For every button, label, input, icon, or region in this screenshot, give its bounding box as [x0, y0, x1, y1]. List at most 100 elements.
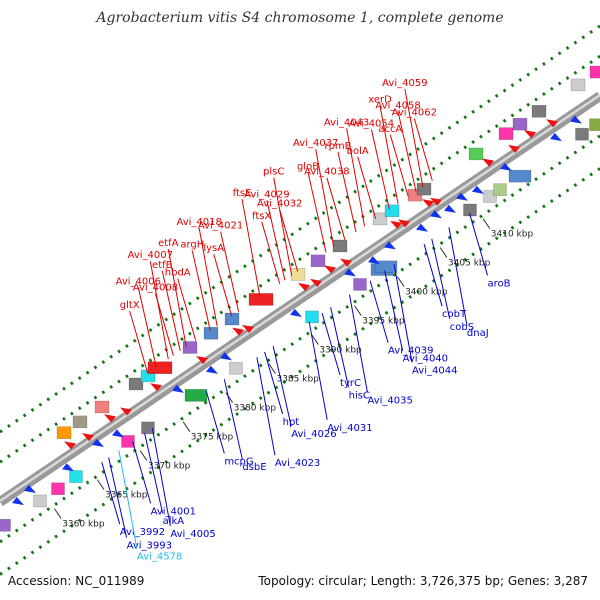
- label-leader-line: [223, 379, 243, 460]
- gene-label[interactable]: aroB: [487, 278, 510, 289]
- gene-features: [0, 65, 600, 532]
- gene-label[interactable]: Avi_4032: [257, 199, 302, 210]
- strand-dot-rows: [0, 24, 600, 576]
- reverse-gene-box-6: [184, 389, 208, 402]
- forward-gene-box-12: [332, 239, 348, 253]
- tick-label: 3410 kbp: [491, 230, 534, 240]
- forward-arrow-19: [546, 119, 558, 128]
- gene-label[interactable]: Avi_4007: [128, 250, 173, 261]
- gene-label[interactable]: etfB: [152, 260, 173, 271]
- label-leader-line: [198, 228, 218, 327]
- gene-label[interactable]: mcpG: [224, 456, 253, 467]
- reverse-arrow-4: [112, 429, 124, 438]
- gene-label[interactable]: Avi_3993: [127, 540, 172, 551]
- gene-label[interactable]: Avi_4026: [291, 429, 336, 440]
- gene-label[interactable]: etfA: [158, 238, 179, 249]
- gene-label[interactable]: ftsE: [233, 188, 252, 199]
- gene-label[interactable]: dnaJ: [467, 328, 489, 339]
- label-leader-line: [167, 248, 187, 348]
- reverse-arrow-11: [384, 241, 396, 250]
- gene-label[interactable]: Avi_4029: [244, 189, 289, 200]
- gene-label[interactable]: Avi_4039: [388, 346, 433, 357]
- gene-label[interactable]: alkA: [163, 516, 185, 527]
- forward-gene-box-6: [182, 341, 198, 354]
- label-leader-line: [154, 293, 174, 356]
- tick-label: 3405 kbp: [448, 259, 491, 269]
- gene-label[interactable]: argH: [180, 240, 204, 251]
- gene-label[interactable]: Avi_4044: [412, 365, 457, 376]
- gene-label[interactable]: accA: [378, 124, 402, 135]
- label-leader-line: [205, 391, 225, 454]
- tick-label: 3395 kbp: [362, 317, 405, 327]
- gene-label[interactable]: Avi_4001: [151, 506, 196, 517]
- gene-label[interactable]: Avi_3992: [120, 527, 165, 538]
- gene-label[interactable]: Avi_4040: [403, 354, 448, 365]
- forward-gene-box-9: [248, 293, 274, 306]
- label-leader-line: [256, 357, 276, 456]
- label-leader-line: [213, 254, 233, 317]
- gene-label[interactable]: rpmB: [324, 141, 351, 152]
- gene-label[interactable]: hisC: [349, 390, 370, 401]
- label-leader-line: [108, 457, 128, 538]
- gene-label[interactable]: gltX: [120, 300, 140, 311]
- forward-arrow-14: [422, 199, 434, 208]
- label-leader-line: [397, 111, 417, 192]
- gene-label[interactable]: Avi_4035: [367, 396, 412, 407]
- forward-arrow-7: [242, 324, 254, 334]
- gene-label[interactable]: Avi_4059: [382, 78, 427, 89]
- reverse-arrow-1: [24, 484, 36, 494]
- gene-label[interactable]: Avi_4031: [327, 423, 372, 434]
- gene-label[interactable]: hpt: [283, 417, 300, 428]
- gene-label[interactable]: xerD: [368, 95, 392, 106]
- gene-label[interactable]: cobT: [442, 309, 467, 320]
- gene-label[interactable]: Avi_4062: [392, 108, 437, 119]
- tick-label: 3385 kbp: [276, 375, 319, 385]
- gene-label[interactable]: hbdA: [165, 268, 191, 279]
- gene-label[interactable]: dsbE: [242, 462, 266, 473]
- gene-label[interactable]: Avi_4578: [137, 552, 182, 563]
- label-leader-line: [448, 227, 468, 326]
- gene-label[interactable]: Avi_4054: [349, 119, 394, 130]
- label-leader-line: [330, 307, 350, 388]
- reverse-arrow-15: [456, 192, 468, 201]
- gene-label[interactable]: Avi_4043: [324, 117, 369, 128]
- forward-gene-box-0: [56, 426, 72, 439]
- gene-label[interactable]: Avi_4058: [375, 101, 420, 112]
- label-leader-line: [357, 156, 377, 219]
- gene-label[interactable]: gloB: [297, 161, 319, 172]
- label-leader-line: [308, 321, 328, 420]
- gene-label[interactable]: ftsX: [252, 211, 271, 222]
- gene-label[interactable]: Avi_4038: [304, 167, 349, 178]
- gene-label[interactable]: Avi_4023: [275, 458, 320, 469]
- reverse-gene-box-11: [374, 260, 398, 274]
- reverse-arrow-18: [550, 133, 562, 142]
- reverse-arrow-14: [444, 204, 456, 213]
- gene-label[interactable]: Avi_4037: [293, 138, 338, 149]
- gene-label[interactable]: tyrC: [340, 378, 361, 389]
- inner-forward-dots: [0, 54, 600, 464]
- label-leader-line: [389, 134, 409, 197]
- gene-label[interactable]: Avi_4005: [170, 529, 215, 540]
- gene-label[interactable]: plsC: [263, 167, 284, 178]
- reverse-gene-box-0: [0, 518, 11, 532]
- gene-label[interactable]: lysA: [203, 243, 224, 254]
- forward-arrow-15: [430, 197, 442, 206]
- gene-label[interactable]: Avi_4021: [198, 221, 243, 232]
- tick-mark-4: [225, 392, 234, 403]
- gene-label[interactable]: Avi_4018: [176, 217, 221, 228]
- gene-labels[interactable]: gltX Avi_4006 Avi_4007 Avi_4008 etfB etfA hbdA…: [101, 78, 511, 563]
- tick-mark-2: [139, 450, 148, 461]
- gene-label[interactable]: bolA: [347, 146, 369, 157]
- label-leader-line: [118, 450, 138, 549]
- forward-gene-box-13: [372, 212, 388, 226]
- gene-label[interactable]: cobS: [450, 322, 474, 333]
- label-leader-line: [137, 287, 157, 368]
- reverse-arrow-12: [416, 223, 428, 232]
- gene-label[interactable]: Avi_4006: [116, 276, 161, 287]
- forward-arrow-18: [524, 130, 536, 139]
- gene-label[interactable]: Avi_4008: [133, 283, 178, 294]
- label-leader-line: [348, 294, 368, 393]
- tick-mark-7: [354, 305, 362, 316]
- forward-arrow-17: [508, 144, 520, 154]
- reverse-gene-box-2: [51, 482, 65, 496]
